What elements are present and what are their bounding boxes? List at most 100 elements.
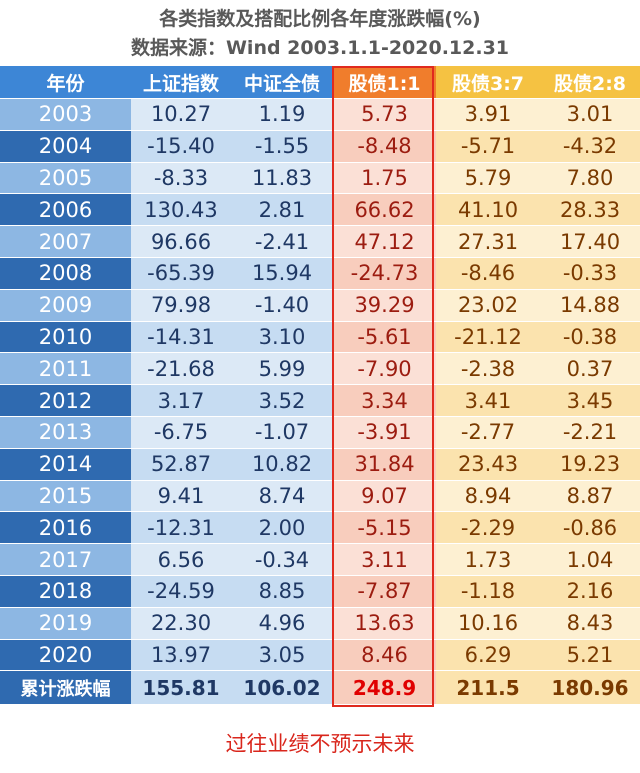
bond-index-cell: -1.07 [231, 416, 333, 449]
year-cell: 2020 [0, 639, 131, 672]
bond-index-cell: -1.55 [231, 130, 333, 163]
year-cell: 2012 [0, 385, 131, 417]
mix-1-1-cell: -8.48 [333, 130, 436, 163]
mix-1-1-cell: 31.84 [333, 448, 436, 481]
year-cell: 2018 [0, 575, 131, 608]
bond-index-cell: 1.19 [231, 99, 333, 131]
bond-index-cell: 10.82 [231, 448, 333, 481]
mix-2-8-cell: -4.32 [540, 130, 640, 163]
shanghai-index-cell: 9.41 [131, 480, 231, 513]
total-mix-2-8: 180.96 [540, 671, 640, 706]
disclaimer: 过往业绩不预示未来 [225, 732, 415, 756]
table-row: 2015 9.41 8.74 9.07 8.94 8.87 [0, 480, 640, 513]
table-row: 2007 96.66 -2.41 47.12 27.31 17.40 [0, 226, 640, 258]
mix-3-7-cell: -2.77 [436, 416, 540, 449]
mix-2-8-cell: 2.16 [540, 575, 640, 608]
shanghai-index-cell: 52.87 [131, 448, 231, 481]
mix-1-1-cell: 1.75 [333, 162, 436, 195]
mix-2-8-cell: 7.80 [540, 162, 640, 195]
mix-3-7-cell: 5.79 [436, 162, 540, 195]
shanghai-index-cell: -14.31 [131, 321, 231, 354]
shanghai-index-cell: 3.17 [131, 385, 231, 417]
mix-1-1-cell: -7.90 [333, 353, 436, 386]
mix-1-1-cell: 8.46 [333, 639, 436, 672]
mix-2-8-cell: 3.01 [540, 99, 640, 131]
year-cell: 2014 [0, 448, 131, 481]
table-row: 2010 -14.31 3.10 -5.61 -21.12 -0.38 [0, 321, 640, 354]
mix-3-7-cell: 3.91 [436, 99, 540, 131]
header-mix-2-8: 股债2:8 [540, 66, 640, 99]
mix-1-1-cell: 13.63 [333, 607, 436, 640]
year-cell: 2006 [0, 194, 131, 227]
mix-3-7-cell: 27.31 [436, 226, 540, 258]
year-cell: 2005 [0, 162, 131, 195]
bond-index-cell: -0.34 [231, 544, 333, 576]
mix-3-7-cell: 41.10 [436, 194, 540, 227]
mix-1-1-cell: 66.62 [333, 194, 436, 227]
bond-index-cell: 11.83 [231, 162, 333, 195]
mix-1-1-cell: -24.73 [333, 257, 436, 290]
mix-1-1-cell: -5.15 [333, 512, 436, 545]
shanghai-index-cell: 6.56 [131, 544, 231, 576]
year-cell: 2015 [0, 480, 131, 513]
year-cell: 2011 [0, 353, 131, 386]
bond-index-cell: 8.74 [231, 480, 333, 513]
shanghai-index-cell: -24.59 [131, 575, 231, 608]
table-row: 2008 -65.39 15.94 -24.73 -8.46 -0.33 [0, 257, 640, 290]
mix-1-1-cell: 3.34 [333, 385, 436, 417]
table-row: 2005 -8.33 11.83 1.75 5.79 7.80 [0, 162, 640, 195]
mix-1-1-cell: 47.12 [333, 226, 436, 258]
header-bond-index: 中证全债 [231, 66, 333, 99]
header-mix-3-7: 股债3:7 [436, 66, 540, 99]
data-source: 数据来源：Wind 2003.1.1-2020.12.31 [130, 37, 510, 59]
mix-1-1-cell: 39.29 [333, 289, 436, 322]
total-label: 累计涨跌幅 [0, 671, 131, 706]
mix-1-1-cell: 9.07 [333, 480, 436, 513]
table-body: 2003 10.27 1.19 5.73 3.91 3.01 2004 -15.40 -1.55… [0, 99, 640, 672]
total-mix-1-1: 248.9 [333, 671, 436, 706]
shanghai-index-cell: -21.68 [131, 353, 231, 386]
mix-3-7-cell: 1.73 [436, 544, 540, 576]
year-cell: 2004 [0, 130, 131, 163]
bond-index-cell: 15.94 [231, 257, 333, 290]
shanghai-index-cell: -8.33 [131, 162, 231, 195]
shanghai-index-cell: 13.97 [131, 639, 231, 672]
mix-3-7-cell: -21.12 [436, 321, 540, 354]
table-row: 2012 3.17 3.52 3.34 3.41 3.45 [0, 385, 640, 417]
mix-2-8-cell: -0.38 [540, 321, 640, 354]
mix-2-8-cell: 19.23 [540, 448, 640, 481]
mix-2-8-cell: -0.33 [540, 257, 640, 290]
table-row: 2019 22.30 4.96 13.63 10.16 8.43 [0, 607, 640, 640]
year-cell: 2013 [0, 416, 131, 449]
mix-1-1-cell: -7.87 [333, 575, 436, 608]
mix-3-7-cell: -8.46 [436, 257, 540, 290]
bond-index-cell: 2.81 [231, 194, 333, 227]
total-mix-3-7: 211.5 [436, 671, 540, 706]
table-row: 2011 -21.68 5.99 -7.90 -2.38 0.37 [0, 353, 640, 386]
shanghai-index-cell: 10.27 [131, 99, 231, 131]
returns-table: 年份 上证指数 中证全债 股债1:1 股债3:7 股债2:8 2003 10.27… [0, 66, 640, 706]
mix-3-7-cell: 8.94 [436, 480, 540, 513]
mix-3-7-cell: 23.02 [436, 289, 540, 322]
shanghai-index-cell: 22.30 [131, 607, 231, 640]
table-row: 2003 10.27 1.19 5.73 3.91 3.01 [0, 99, 640, 131]
year-cell: 2007 [0, 226, 131, 258]
header-row: 年份 上证指数 中证全债 股债1:1 股债3:7 股债2:8 [0, 66, 640, 99]
shanghai-index-cell: -15.40 [131, 130, 231, 163]
header-mix-1-1: 股债1:1 [333, 66, 436, 99]
mix-1-1-cell: -5.61 [333, 321, 436, 354]
mix-2-8-cell: 28.33 [540, 194, 640, 227]
mix-2-8-cell: -2.21 [540, 416, 640, 449]
mix-2-8-cell: 0.37 [540, 353, 640, 386]
table-row: 2018 -24.59 8.85 -7.87 -1.18 2.16 [0, 575, 640, 608]
total-row: 累计涨跌幅 155.81 106.02 248.9 211.5 180.96 [0, 671, 640, 706]
shanghai-index-cell: 79.98 [131, 289, 231, 322]
total-shanghai-index: 155.81 [131, 671, 231, 706]
shanghai-index-cell: -6.75 [131, 416, 231, 449]
table-row: 2017 6.56 -0.34 3.11 1.73 1.04 [0, 544, 640, 576]
mix-3-7-cell: 23.43 [436, 448, 540, 481]
bond-index-cell: 3.52 [231, 385, 333, 417]
bond-index-cell: 3.05 [231, 639, 333, 672]
year-cell: 2017 [0, 544, 131, 576]
header-shanghai-index: 上证指数 [131, 66, 231, 99]
